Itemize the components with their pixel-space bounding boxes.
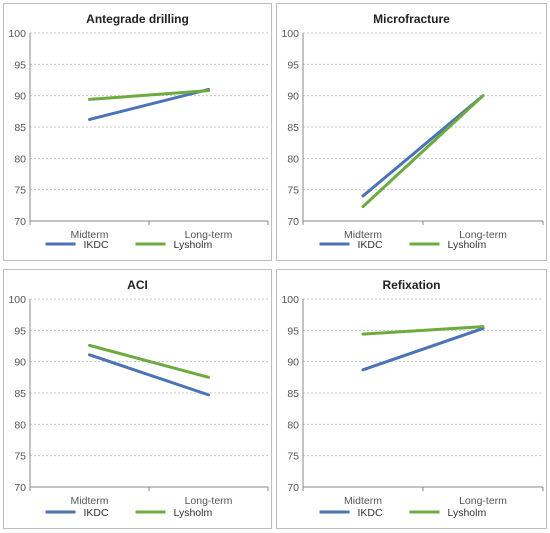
- x-tick-label: Long-term: [185, 495, 233, 507]
- y-tick-label: 70: [14, 482, 26, 494]
- legend-label: Lysholm: [174, 507, 213, 519]
- legend-label: Lysholm: [448, 239, 487, 251]
- series-line-lysholm: [88, 89, 210, 101]
- y-tick-label: 75: [287, 451, 299, 463]
- legend-label: Lysholm: [448, 507, 487, 519]
- chart-panel-3: ACI 70 75 80 85 90 95 100 Midterm Long-term IKDC Ly…: [3, 269, 272, 529]
- y-tick-label: 90: [14, 91, 26, 103]
- legend-label: Lysholm: [174, 239, 213, 251]
- legend-label: IKDC: [358, 239, 384, 251]
- x-tick-label: Long-term: [185, 229, 233, 241]
- chart-title: ACI: [127, 278, 148, 292]
- y-tick-label: 75: [14, 185, 26, 197]
- x-tick-label: Midterm: [71, 495, 109, 507]
- y-tick-label: 90: [14, 357, 26, 369]
- series-line-lysholm: [361, 94, 485, 209]
- y-tick-label: 85: [287, 388, 299, 400]
- legend-label: IKDC: [358, 507, 384, 519]
- y-tick-label: 85: [14, 122, 26, 134]
- x-tick-label: Midterm: [344, 495, 382, 507]
- y-tick-label: 70: [287, 482, 299, 494]
- series-line-lysholm: [361, 325, 485, 336]
- y-tick-label: 70: [287, 216, 299, 228]
- y-tick-label: 80: [287, 419, 299, 431]
- series-line-lysholm: [88, 343, 210, 379]
- y-tick-label: 95: [287, 59, 299, 71]
- y-tick-label: 95: [287, 325, 299, 337]
- y-tick-label: 85: [14, 388, 26, 400]
- chart-panel-2: Microfracture 70 75 80 85 90 95 100 Midterm Long-…: [276, 3, 547, 261]
- chart-title: Microfracture: [373, 12, 450, 26]
- x-tick-label: Midterm: [71, 229, 109, 241]
- legend-label: IKDC: [84, 507, 110, 519]
- y-tick-label: 90: [287, 91, 299, 103]
- legend-label: IKDC: [84, 239, 110, 251]
- series-line-ikdc: [88, 353, 210, 397]
- series-line-ikdc: [361, 326, 485, 372]
- series-line-ikdc: [88, 87, 210, 121]
- y-tick-label: 85: [287, 122, 299, 134]
- line-chart: ACI 70 75 80 85 90 95 100 Midterm Long-term IKDC Ly…: [8, 278, 269, 519]
- y-tick-label: 95: [14, 325, 26, 337]
- y-tick-label: 95: [14, 59, 26, 71]
- x-tick-label: Midterm: [344, 229, 382, 241]
- chart-panel-1: Antegrade drilling 70 75 80 85 90 95 100 Midterm…: [3, 3, 272, 261]
- y-tick-label: 100: [281, 294, 299, 306]
- y-tick-label: 80: [14, 153, 26, 165]
- y-tick-label: 80: [287, 153, 299, 165]
- chart-panel-4: Refixation 70 75 80 85 90 95 100 Midterm Long-ter…: [276, 269, 547, 529]
- y-tick-label: 100: [8, 294, 26, 306]
- y-tick-label: 75: [14, 451, 26, 463]
- x-tick-label: Long-term: [459, 495, 507, 507]
- y-tick-label: 100: [8, 28, 26, 40]
- line-chart: Microfracture 70 75 80 85 90 95 100 Midterm Long-…: [281, 12, 544, 251]
- y-tick-label: 90: [287, 357, 299, 369]
- line-chart: Antegrade drilling 70 75 80 85 90 95 100 Midterm…: [8, 12, 269, 251]
- y-tick-label: 100: [281, 28, 299, 40]
- x-tick-label: Long-term: [459, 229, 507, 241]
- y-tick-label: 80: [14, 419, 26, 431]
- y-tick-label: 75: [287, 185, 299, 197]
- chart-title: Antegrade drilling: [86, 12, 189, 26]
- line-chart: Refixation 70 75 80 85 90 95 100 Midterm Long-ter…: [281, 278, 544, 519]
- y-tick-label: 70: [14, 216, 26, 228]
- chart-title: Refixation: [382, 278, 440, 292]
